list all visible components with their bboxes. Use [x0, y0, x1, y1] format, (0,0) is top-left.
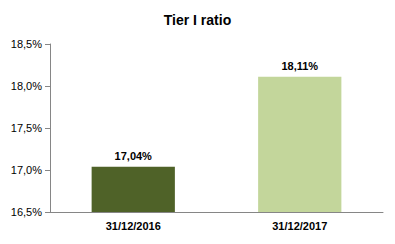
svg-text:17,0%: 17,0% [11, 164, 42, 176]
svg-text:17,04%: 17,04% [115, 150, 153, 162]
svg-text:18,5%: 18,5% [11, 38, 42, 50]
svg-text:18,0%: 18,0% [11, 80, 42, 92]
svg-text:18,11%: 18,11% [281, 60, 318, 72]
svg-text:31/12/2017: 31/12/2017 [272, 220, 327, 232]
svg-text:Tier I ratio: Tier I ratio [164, 12, 231, 28]
svg-text:16,5%: 16,5% [11, 206, 42, 218]
svg-text:17,5%: 17,5% [11, 122, 42, 134]
svg-text:31/12/2016: 31/12/2016 [106, 220, 161, 232]
